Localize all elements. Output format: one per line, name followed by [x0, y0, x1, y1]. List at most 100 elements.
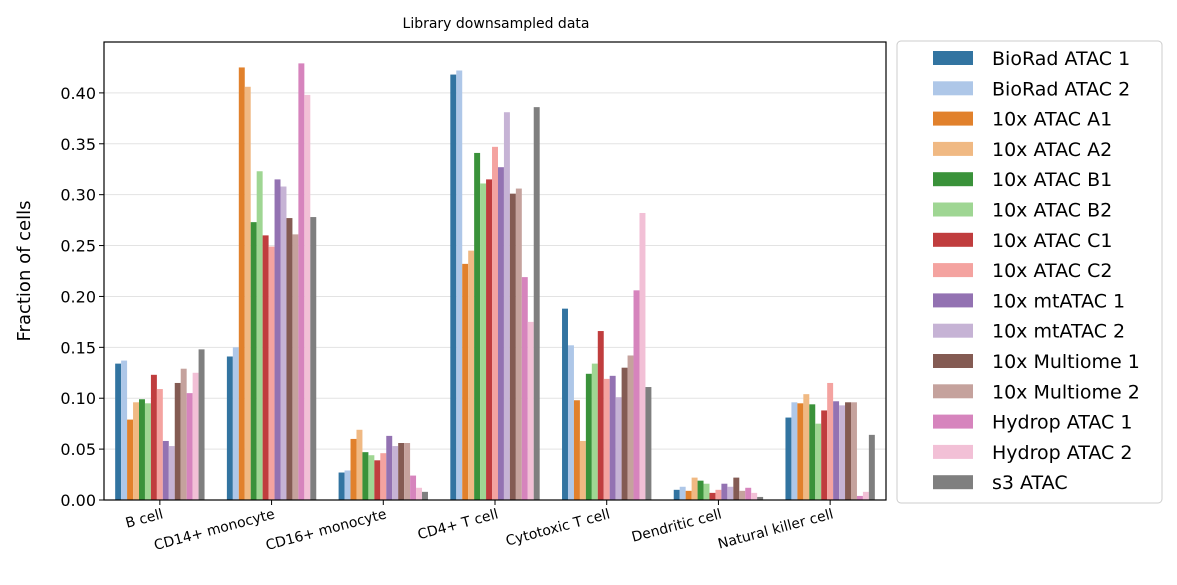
bar-10x-multiome-1-4 — [621, 367, 628, 500]
y-tick-label: 0.05 — [60, 440, 96, 459]
bar-biorad-atac-1-0 — [115, 363, 122, 500]
bar-10x-mtatac-1-3 — [497, 167, 504, 501]
bar-hydrop-atac-1-3 — [521, 277, 528, 500]
bar-hydrop-atac-2-4 — [639, 212, 646, 500]
legend-label: s3 ATAC — [992, 472, 1068, 494]
bar-s3-atac-0 — [198, 349, 205, 500]
bar-10x-multiome-1-6 — [845, 402, 851, 500]
legend-swatch — [933, 202, 973, 217]
bar-biorad-atac-1-6 — [785, 417, 792, 500]
bar-10x-mtatac-2-5 — [727, 486, 734, 500]
bar-s3-atac-4 — [645, 387, 652, 500]
bar-10x-atac-c2-3 — [492, 146, 498, 500]
bar-biorad-atac-2-3 — [456, 70, 463, 501]
legend-swatch — [933, 293, 973, 308]
legend-label: 10x mtATAC 1 — [992, 290, 1125, 312]
legend-swatch — [933, 232, 973, 247]
bar-10x-atac-b2-4 — [591, 363, 598, 500]
bar-10x-atac-a1-3 — [462, 263, 469, 500]
bar-s3-atac-6 — [868, 434, 875, 500]
bar-10x-atac-c2-0 — [156, 389, 163, 500]
bar-hydrop-atac-2-3 — [527, 321, 534, 500]
bar-10x-multiome-1-0 — [174, 382, 181, 500]
bar-hydrop-atac-1-5 — [745, 487, 752, 500]
y-tick-label: 0.40 — [60, 84, 96, 103]
bar-hydrop-atac-1-6 — [856, 495, 863, 500]
bar-s3-atac-3 — [533, 107, 540, 500]
bar-10x-atac-b2-3 — [480, 183, 487, 500]
bar-10x-mtatac-1-0 — [162, 440, 169, 500]
x-tick-label: Natural killer cell — [716, 506, 835, 552]
legend-swatch — [933, 263, 973, 278]
bar-10x-atac-c1-0 — [150, 374, 157, 500]
bar-biorad-atac-1-1 — [226, 356, 233, 500]
bar-biorad-atac-1-4 — [562, 308, 568, 500]
legend-label: Hydrop ATAC 2 — [992, 442, 1132, 464]
legend-label: Hydrop ATAC 1 — [992, 412, 1132, 434]
bar-hydrop-atac-2-1 — [304, 94, 311, 501]
bar-biorad-atac-1-5 — [673, 489, 680, 500]
bar-10x-multiome-1-5 — [733, 477, 740, 500]
x-tick-label: CD4+ T cell — [416, 506, 500, 543]
legend-swatch — [933, 141, 973, 156]
bars — [115, 63, 875, 501]
bar-10x-atac-a2-6 — [803, 394, 810, 500]
bar-10x-atac-b2-5 — [703, 483, 710, 500]
bar-10x-atac-a2-2 — [356, 429, 363, 500]
x-tick-label: Cytotoxic T cell — [504, 506, 612, 549]
bar-10x-atac-c1-1 — [262, 235, 269, 500]
bar-biorad-atac-2-4 — [567, 345, 574, 500]
bar-10x-multiome-1-2 — [398, 443, 405, 500]
bar-10x-atac-a2-3 — [468, 250, 475, 500]
bar-10x-mtatac-2-3 — [503, 112, 510, 500]
bar-biorad-atac-1-2 — [338, 472, 345, 500]
bar-10x-atac-a2-0 — [133, 402, 140, 500]
legend-swatch — [933, 81, 973, 96]
legend-label: 10x ATAC B2 — [992, 200, 1112, 222]
legend-swatch — [933, 384, 973, 399]
bar-10x-atac-c1-2 — [374, 460, 381, 500]
bar-10x-atac-c1-6 — [821, 410, 828, 500]
y-tick-label: 0.25 — [60, 237, 96, 256]
bar-10x-atac-c1-5 — [709, 492, 716, 500]
bar-s3-atac-2 — [422, 491, 428, 500]
bar-s3-atac-1 — [310, 217, 317, 500]
bar-10x-atac-c2-2 — [380, 453, 387, 500]
bar-10x-multiome-2-1 — [292, 234, 299, 501]
bar-hydrop-atac-2-2 — [416, 487, 423, 500]
bar-10x-mtatac-1-1 — [274, 179, 281, 500]
bar-10x-atac-c1-4 — [597, 331, 604, 500]
bar-10x-atac-b2-1 — [256, 171, 263, 500]
bar-10x-atac-a1-6 — [797, 403, 804, 500]
bar-10x-atac-a1-1 — [238, 67, 245, 500]
y-axis-label: Fraction of cells — [14, 201, 35, 342]
y-axis: 0.00 0.05 0.10 0.15 0.20 0.25 0.30 0.35 0.40 — [60, 84, 104, 510]
legend-label: 10x ATAC B1 — [992, 169, 1112, 191]
y-tick-label: 0.00 — [60, 491, 96, 510]
legend: BioRad ATAC 1 BioRad ATAC 2 10x ATAC A1 10x… — [896, 40, 1163, 504]
bar-biorad-atac-2-6 — [791, 402, 798, 500]
legend-label: 10x ATAC A1 — [992, 109, 1112, 131]
bar-10x-atac-a1-4 — [573, 400, 580, 500]
bar-10x-mtatac-1-2 — [386, 435, 393, 500]
bar-hydrop-atac-1-1 — [298, 63, 305, 501]
bar-10x-atac-a2-5 — [691, 477, 698, 500]
chart-title: Library downsampled data — [403, 16, 590, 32]
bar-10x-atac-c2-5 — [715, 489, 722, 500]
bar-10x-atac-a2-1 — [244, 86, 251, 500]
bar-10x-atac-b2-0 — [144, 403, 151, 500]
legend-label: BioRad ATAC 2 — [992, 78, 1130, 100]
bar-10x-atac-a1-2 — [350, 438, 357, 500]
bar-10x-atac-a1-0 — [127, 419, 134, 500]
bar-hydrop-atac-2-5 — [751, 492, 758, 500]
bar-hydrop-atac-1-2 — [410, 475, 417, 500]
legend-swatch — [933, 172, 973, 187]
bar-hydrop-atac-2-0 — [192, 372, 199, 500]
legend-swatch — [933, 354, 973, 368]
bar-10x-atac-c2-1 — [268, 246, 275, 500]
bar-10x-atac-c2-6 — [827, 382, 834, 500]
bar-10x-atac-b1-5 — [697, 480, 704, 500]
bar-10x-atac-c1-3 — [486, 179, 493, 500]
